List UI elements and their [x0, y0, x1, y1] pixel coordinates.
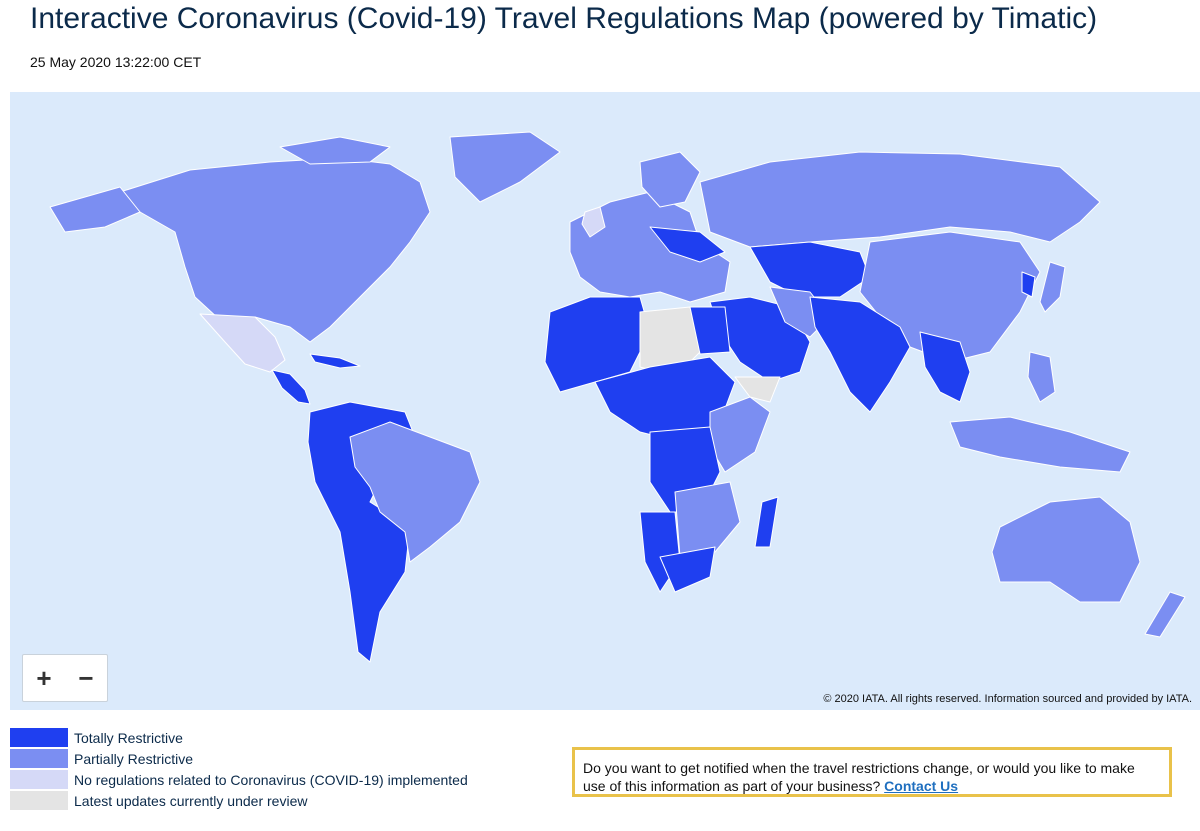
- region-scandinavia[interactable]: [639, 151, 701, 208]
- region-south-africa[interactable]: [659, 546, 716, 593]
- notification-text: Do you want to get notified when the tra…: [583, 760, 1135, 794]
- legend-swatch: [10, 749, 68, 768]
- region-southern-africa-east[interactable]: [674, 481, 741, 558]
- region-egypt[interactable]: [689, 306, 731, 355]
- world-map[interactable]: + − © 2020 IATA. All rights reserved. In…: [10, 92, 1200, 710]
- region-arctic-islands[interactable]: [279, 136, 391, 165]
- region-north-america[interactable]: [119, 157, 431, 343]
- region-central-asia[interactable]: [749, 241, 871, 298]
- legend-label: Totally Restrictive: [74, 729, 183, 746]
- legend-swatch: [10, 791, 68, 810]
- legend-swatch: [10, 770, 68, 789]
- update-timestamp: 25 May 2020 13:22:00 CET: [30, 54, 202, 70]
- legend-label: Latest updates currently under review: [74, 792, 308, 809]
- legend-label: No regulations related to Coronavirus (C…: [74, 771, 468, 788]
- region-eastern-europe[interactable]: [649, 226, 726, 263]
- region-madagascar[interactable]: [754, 496, 779, 548]
- copyright-notice: © 2020 IATA. All rights reserved. Inform…: [823, 693, 1192, 705]
- map-legend: Totally Restrictive Partially Restrictiv…: [10, 727, 468, 811]
- region-greenland[interactable]: [449, 131, 561, 203]
- zoom-in-button[interactable]: +: [36, 663, 52, 693]
- legend-item-review: Latest updates currently under review: [10, 790, 468, 811]
- region-uk[interactable]: [581, 206, 606, 238]
- region-indonesia[interactable]: [949, 416, 1131, 473]
- region-new-zealand[interactable]: [1144, 591, 1186, 638]
- region-korea[interactable]: [1021, 271, 1036, 298]
- region-alaska[interactable]: [49, 186, 141, 233]
- region-philippines[interactable]: [1027, 351, 1056, 403]
- map-canvas[interactable]: [10, 92, 1200, 710]
- zoom-out-button[interactable]: −: [78, 663, 94, 693]
- region-south-asia[interactable]: [809, 296, 911, 413]
- region-caribbean[interactable]: [309, 353, 361, 369]
- region-brazil[interactable]: [349, 421, 481, 563]
- legend-item-none: No regulations related to Coronavirus (C…: [10, 769, 468, 790]
- region-central-america[interactable]: [271, 369, 311, 405]
- page-title: Interactive Coronavirus (Covid-19) Trave…: [30, 2, 1098, 35]
- region-southeast-asia[interactable]: [919, 331, 971, 403]
- region-australia[interactable]: [991, 496, 1141, 603]
- legend-item-partially: Partially Restrictive: [10, 748, 468, 769]
- legend-swatch: [10, 728, 68, 747]
- region-china[interactable]: [859, 231, 1041, 363]
- region-russia[interactable]: [699, 151, 1101, 248]
- region-east-africa[interactable]: [709, 396, 771, 473]
- legend-item-totally: Totally Restrictive: [10, 727, 468, 748]
- region-mexico[interactable]: [199, 313, 286, 373]
- zoom-controls: + −: [22, 654, 108, 702]
- notification-banner: Do you want to get notified when the tra…: [572, 747, 1172, 797]
- region-horn-of-africa[interactable]: [734, 376, 781, 403]
- region-japan[interactable]: [1039, 261, 1066, 313]
- contact-us-link[interactable]: Contact Us: [884, 778, 959, 794]
- legend-label: Partially Restrictive: [74, 750, 194, 767]
- region-south-america-west[interactable]: [307, 401, 416, 663]
